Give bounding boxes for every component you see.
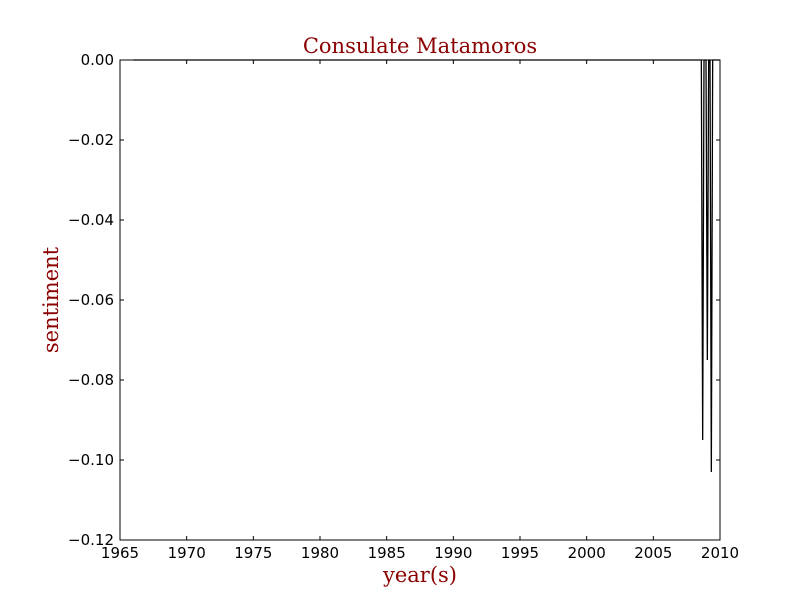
x-axis-title: year(s) (382, 563, 457, 587)
x-tick-label: 1965 (101, 544, 139, 562)
y-tick-label: −0.10 (68, 451, 114, 469)
x-tick-label: 2010 (701, 544, 739, 562)
y-tick-label: −0.12 (68, 531, 114, 549)
x-tick-label: 1985 (368, 544, 406, 562)
y-tick-label: −0.02 (68, 131, 114, 149)
x-tick-label: 1975 (234, 544, 272, 562)
y-axis-title: sentiment (39, 246, 63, 353)
x-tick-label: 2000 (568, 544, 606, 562)
x-tick-label: 1980 (301, 544, 339, 562)
series-line (133, 59, 720, 473)
x-tick-label: 1970 (168, 544, 206, 562)
y-tick-label: −0.04 (68, 211, 114, 229)
x-tick-label: 1990 (434, 544, 472, 562)
chart-title: Consulate Matamoros (303, 34, 537, 58)
plot-area-frame (119, 59, 721, 541)
y-tick-label: 0.00 (81, 51, 114, 69)
x-tick-label: 2005 (634, 544, 672, 562)
y-axis: 0.00 −0.02 −0.04 −0.06 −0.08 −0.10 −0.12 (68, 51, 720, 549)
series-group (133, 59, 720, 473)
x-axis: 1965 1970 1975 1980 1985 1990 1995 2000 2005 2010 (101, 60, 739, 562)
y-tick-label: −0.08 (68, 371, 114, 389)
x-tick-label: 1995 (501, 544, 539, 562)
y-tick-label: −0.06 (68, 291, 114, 309)
